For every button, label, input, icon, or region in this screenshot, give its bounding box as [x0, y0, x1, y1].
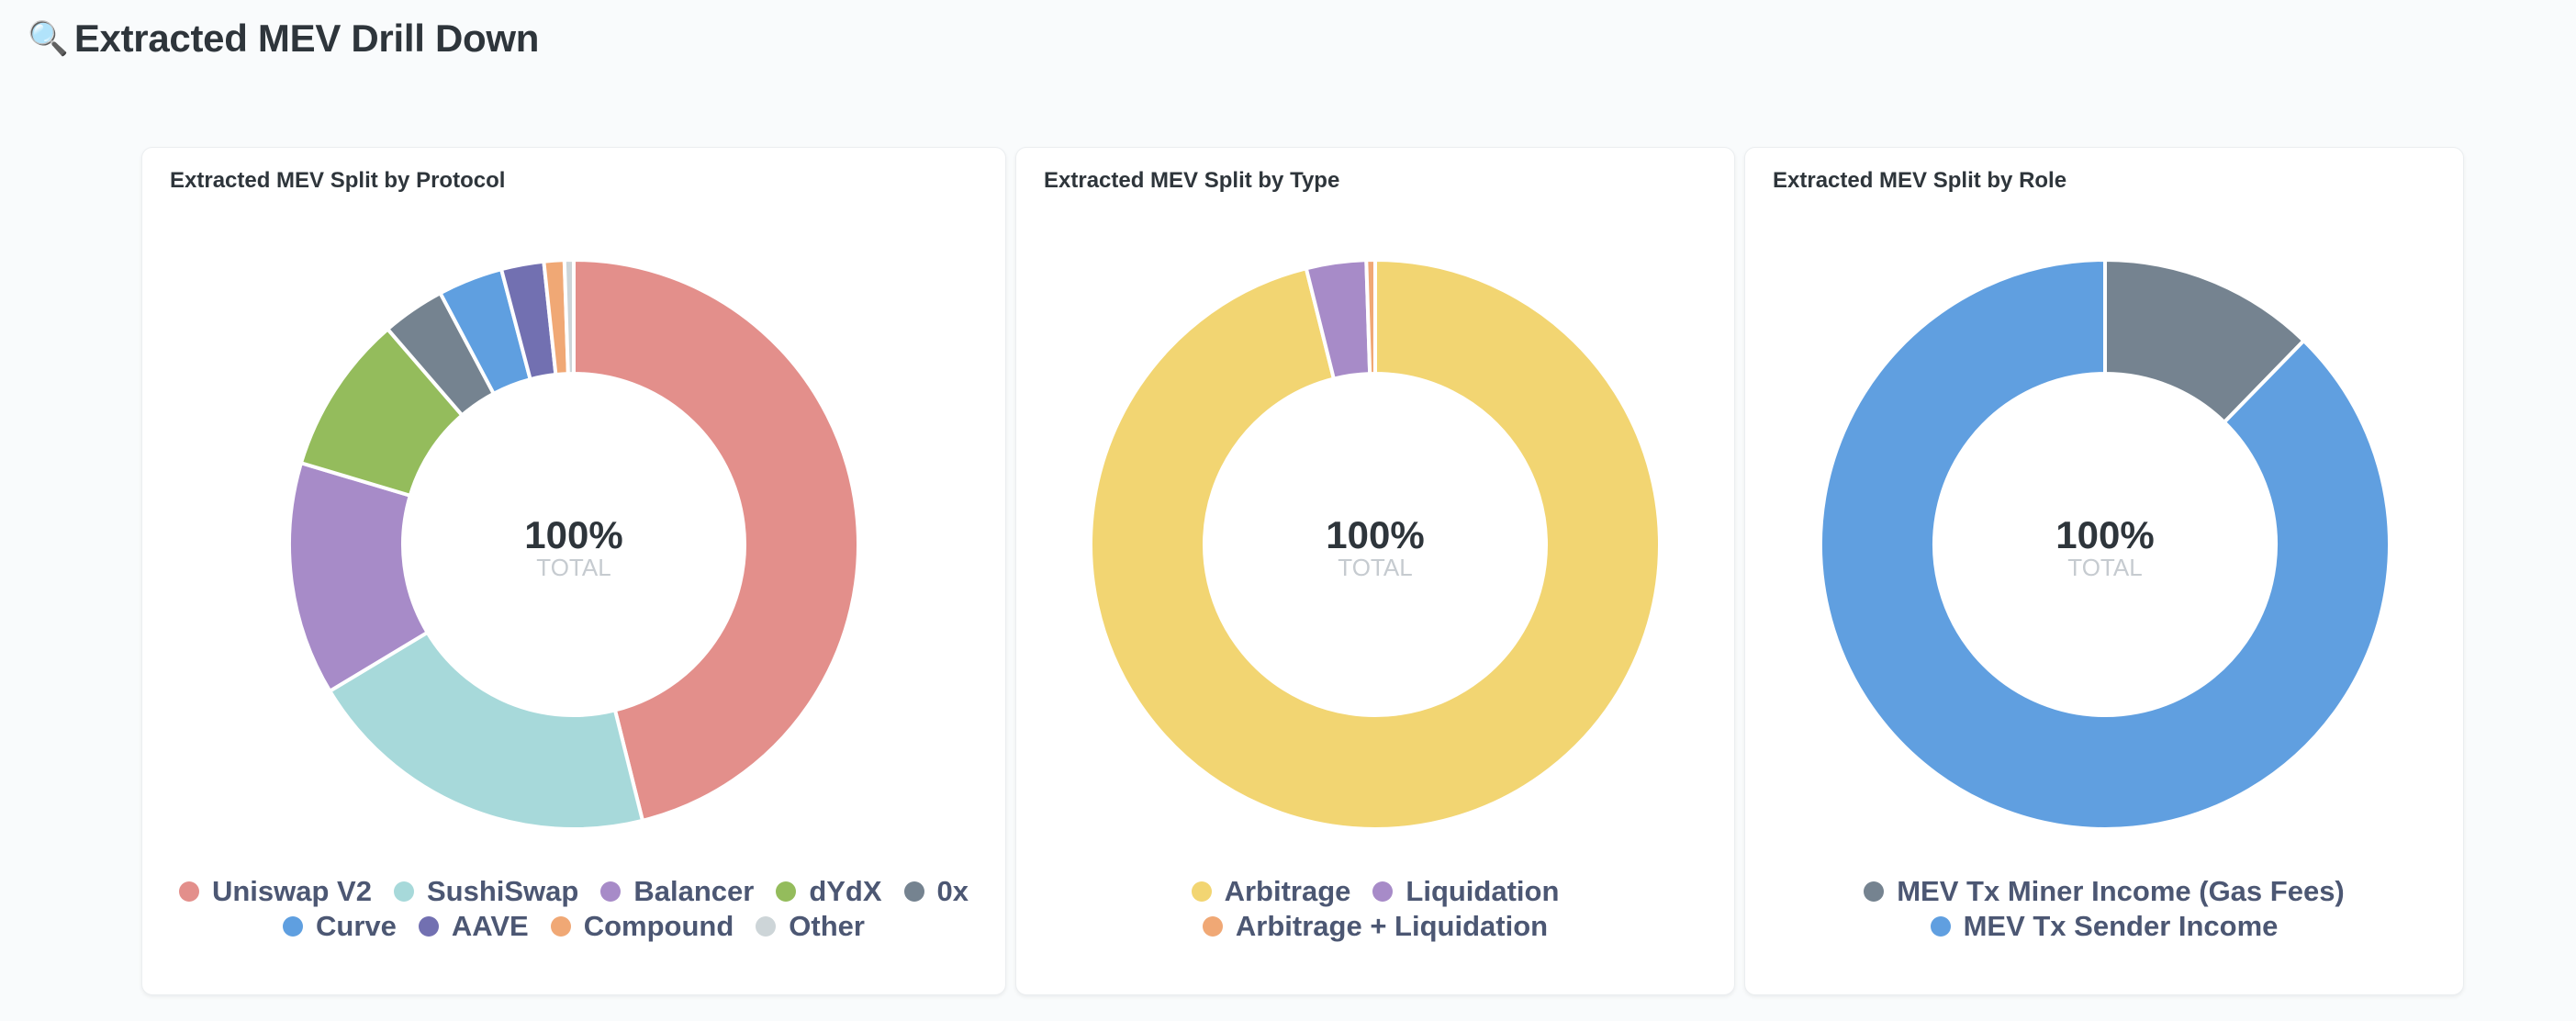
legend-label: Arbitrage [1224, 875, 1351, 907]
legend-label: Balancer [633, 875, 755, 907]
legend-item-compound[interactable]: Compound [550, 910, 734, 943]
legend-row: Arbitrage Liquidation [1191, 875, 1559, 908]
chart-legend: MEV Tx Miner Income (Gas Fees) MEV Tx Sen… [1745, 875, 2463, 943]
legend-dot-icon [1202, 916, 1223, 937]
legend-item-aave[interactable]: AAVE [418, 910, 529, 943]
legend-item-0x[interactable]: 0x [903, 875, 969, 908]
legend-dot-icon [283, 916, 304, 937]
legend-item-uniswap-v2[interactable]: Uniswap V2 [178, 875, 372, 908]
legend-dot-icon [776, 881, 797, 902]
role-donut-chart: 100% TOTAL [1819, 258, 2391, 831]
center-label: TOTAL [1338, 554, 1412, 581]
role-split-card: Extracted MEV Split by Role 100% TOTAL M… [1744, 147, 2464, 995]
magnifying-glass-icon: 🔍 [28, 19, 69, 57]
legend-label: MEV Tx Sender Income [1963, 910, 2279, 942]
card-title: Extracted MEV Split by Type [1044, 168, 1340, 193]
legend-label: Liquidation [1406, 875, 1560, 907]
legend-row: MEV Tx Sender Income [1930, 910, 2279, 943]
legend-row: Arbitrage + Liquidation [1202, 910, 1549, 943]
legend-label: AAVE [451, 910, 529, 942]
legend-label: Other [789, 910, 865, 942]
center-label: TOTAL [536, 554, 610, 581]
chart-legend: Arbitrage Liquidation Arbitrage + Liquidat… [1016, 875, 1734, 943]
protocol-donut-chart: 100% TOTAL [287, 258, 860, 831]
type-split-card: Extracted MEV Split by Type 100% TOTAL A… [1015, 147, 1735, 995]
slice-arbitrage-liquidation[interactable] [1364, 258, 1377, 376]
legend-dot-icon [1191, 881, 1212, 902]
legend-dot-icon [756, 916, 777, 937]
legend-label: dYdX [809, 875, 882, 907]
legend-label: MEV Tx Miner Income (Gas Fees) [1897, 875, 2345, 907]
chart-legend: Uniswap V2 SushiSwap Balancer dYdX 0x Curve AA… [142, 875, 1005, 943]
legend-label: Uniswap V2 [211, 875, 372, 907]
legend-item-arbitrage[interactable]: Arbitrage [1191, 875, 1351, 908]
legend-item-mev-tx-sender-income[interactable]: MEV Tx Sender Income [1930, 910, 2279, 943]
slice-arbitrage[interactable] [1089, 258, 1662, 831]
legend-item-mev-tx-miner-income-gas-fees[interactable]: MEV Tx Miner Income (Gas Fees) [1864, 875, 2345, 908]
legend-dot-icon [550, 916, 571, 937]
legend-label: SushiSwap [426, 875, 579, 907]
legend-row: MEV Tx Miner Income (Gas Fees) [1864, 875, 2345, 908]
protocol-split-card: Extracted MEV Split by Protocol 100% TOT… [141, 147, 1006, 995]
legend-label: Curve [316, 910, 397, 942]
legend-row: Curve AAVE Compound Other [283, 910, 865, 943]
legend-dot-icon [178, 881, 199, 902]
legend-label: 0x [936, 875, 969, 907]
slice-mev-tx-sender-income[interactable] [1819, 258, 2391, 831]
slice-other[interactable] [562, 258, 576, 376]
legend-item-curve[interactable]: Curve [283, 910, 397, 943]
legend-label: Compound [583, 910, 734, 942]
center-value: 100% [1326, 513, 1424, 556]
legend-dot-icon [1372, 881, 1394, 902]
center-value: 100% [2055, 513, 2154, 556]
center-label: TOTAL [2067, 554, 2142, 581]
legend-dot-icon [1930, 916, 1951, 937]
legend-dot-icon [600, 881, 622, 902]
card-title: Extracted MEV Split by Role [1773, 168, 2067, 193]
center-value: 100% [524, 513, 622, 556]
legend-row: Uniswap V2 SushiSwap Balancer dYdX 0x [178, 875, 969, 908]
legend-item-balancer[interactable]: Balancer [600, 875, 754, 908]
legend-item-dydx[interactable]: dYdX [776, 875, 882, 908]
legend-dot-icon [1864, 881, 1885, 902]
legend-item-other[interactable]: Other [756, 910, 865, 943]
legend-item-arbitrage-liquidation[interactable]: Arbitrage + Liquidation [1202, 910, 1549, 943]
slice-sushiswap[interactable] [328, 630, 644, 831]
legend-item-sushiswap[interactable]: SushiSwap [393, 875, 579, 908]
page-header: 🔍 Extracted MEV Drill Down [28, 11, 539, 66]
type-donut-chart: 100% TOTAL [1089, 258, 1662, 831]
legend-item-liquidation[interactable]: Liquidation [1372, 875, 1559, 908]
legend-dot-icon [393, 881, 414, 902]
legend-label: Arbitrage + Liquidation [1235, 910, 1549, 942]
slice-uniswap-v2[interactable] [572, 258, 860, 823]
page-title: Extracted MEV Drill Down [73, 17, 540, 60]
card-title: Extracted MEV Split by Protocol [170, 168, 506, 193]
legend-dot-icon [418, 916, 439, 937]
legend-dot-icon [903, 881, 924, 902]
